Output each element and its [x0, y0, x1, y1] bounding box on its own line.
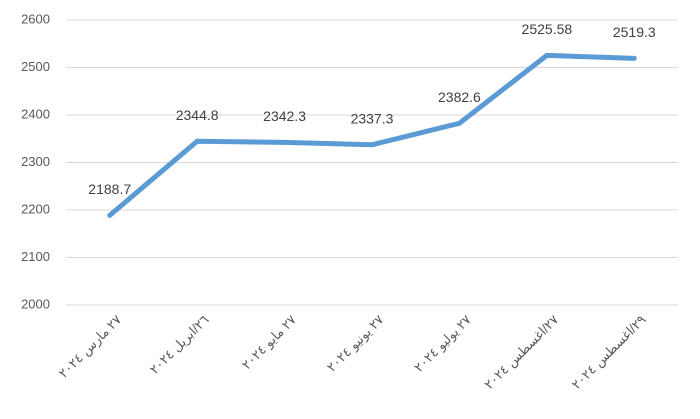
- data-label: 2525.58: [522, 21, 573, 37]
- data-label: 2342.3: [263, 108, 306, 124]
- data-label: 2344.8: [176, 107, 219, 123]
- data-label: 2382.6: [438, 89, 481, 105]
- data-label: 2337.3: [351, 110, 394, 126]
- x-tick-label: ٢٧ يوليو ٢٠٢٤: [411, 312, 475, 376]
- y-tick-label: 2500: [21, 59, 50, 74]
- x-tick-label: ٢٦/ابريل ٢٠٢٤: [147, 312, 213, 378]
- y-tick-label: 2600: [21, 11, 50, 26]
- y-tick-label: 2300: [21, 154, 50, 169]
- line: [107, 52, 637, 218]
- data-label: 2519.3: [613, 24, 656, 40]
- x-tick-label: ٢٧/اغسطس ٢٠٢٤: [481, 312, 562, 393]
- y-tick-label: 2100: [21, 249, 50, 264]
- x-tick-label: ٢٧ يونيو ٢٠٢٤: [324, 312, 387, 375]
- x-tick-label: ٢٩/اغسطس ٢٠٢٤: [569, 312, 650, 393]
- data-label: 2188.7: [88, 181, 131, 197]
- y-tick-label: 2400: [21, 106, 50, 121]
- x-tick-label: ٢٧ مايو ٢٠٢٤: [239, 312, 300, 373]
- x-tick-label: ٢٧ مارس ٢٠٢٤: [56, 312, 125, 381]
- y-tick-label: 2200: [21, 201, 50, 216]
- y-tick-label: 2000: [21, 296, 50, 311]
